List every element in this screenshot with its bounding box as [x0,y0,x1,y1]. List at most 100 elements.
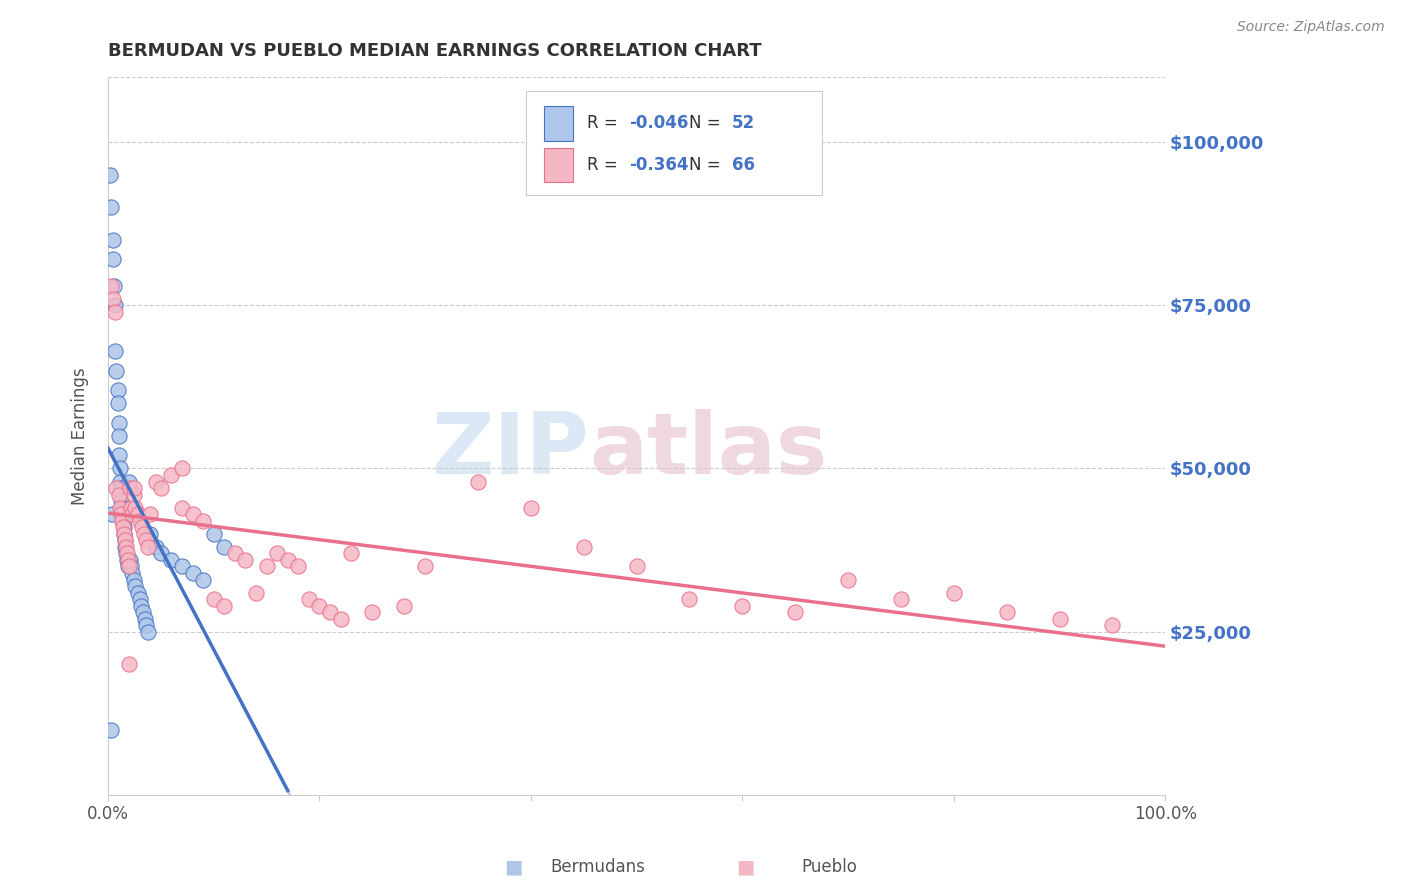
Point [134,612,156,626]
Point [124,487,146,501]
Text: BERMUDAN VS PUEBLO MEDIAN EARNINGS CORRELATION CHART: BERMUDAN VS PUEBLO MEDIAN EARNINGS CORRE… [108,42,762,60]
Point [181,566,204,580]
Point [132,526,155,541]
Point [120,559,142,574]
Point [214,599,236,613]
Point [108,461,131,475]
Point [129,599,152,613]
Point [145,475,167,489]
Point [121,566,143,580]
Text: ■: ■ [503,857,523,877]
Point [160,553,183,567]
Point [329,612,352,626]
Point [181,507,204,521]
Point [114,540,136,554]
Point [103,252,125,267]
Point [277,553,299,567]
Point [114,533,136,548]
Text: Pueblo: Pueblo [801,858,858,876]
Point [118,657,141,672]
Point [361,605,384,619]
Point [100,278,122,293]
Point [115,553,138,567]
Point [170,559,193,574]
Point [124,500,146,515]
Point [785,605,807,619]
Point [731,599,754,613]
Point [110,494,132,508]
Point [136,540,159,554]
Text: 52: 52 [731,114,755,132]
Y-axis label: Median Earnings: Median Earnings [72,367,89,505]
Text: R =: R = [586,156,623,174]
Text: 66: 66 [731,156,755,174]
Point [104,304,127,318]
Point [340,546,363,560]
Point [110,507,132,521]
Point [308,599,330,613]
Point [115,546,138,560]
Text: Bermudans: Bermudans [550,858,645,876]
Point [117,553,139,567]
Point [117,559,139,574]
Text: ZIP: ZIP [432,409,589,491]
Point [202,592,225,607]
Point [890,592,912,607]
Point [135,533,157,548]
Point [224,546,246,560]
Text: -0.364: -0.364 [630,156,689,174]
Point [170,461,193,475]
Point [101,507,124,521]
Point [107,416,129,430]
Point [111,500,134,515]
Point [995,605,1018,619]
Point [111,514,134,528]
Point [392,599,415,613]
Point [124,579,146,593]
Point [139,507,162,521]
Point [202,526,225,541]
Text: N =: N = [689,156,727,174]
Point [626,559,648,574]
Point [105,363,128,377]
Point [112,526,135,541]
Point [127,507,149,521]
Point [108,475,131,489]
Point [319,605,342,619]
Text: N =: N = [689,114,727,132]
Bar [544,148,574,182]
Point [191,514,214,528]
Point [105,481,128,495]
Point [214,540,236,554]
Text: Source: ZipAtlas.com: Source: ZipAtlas.com [1237,20,1385,34]
Point [114,533,136,548]
Point [128,514,150,528]
Point [107,383,129,397]
Point [149,546,172,560]
Point [107,487,129,501]
Point [136,624,159,639]
Text: atlas: atlas [589,409,827,491]
Point [191,573,214,587]
Text: ■: ■ [735,857,755,877]
Point [115,540,138,554]
Point [128,592,150,607]
Point [298,592,321,607]
Point [127,585,149,599]
Point [111,520,134,534]
Point [112,526,135,541]
Point [245,585,267,599]
Point [135,618,157,632]
Point [118,559,141,574]
Point [413,559,436,574]
Point [111,507,134,521]
Point [678,592,700,607]
Point [132,605,155,619]
Point [103,292,125,306]
Point [115,546,138,560]
Point [112,520,135,534]
Point [149,481,172,495]
Point [124,573,146,587]
Point [103,233,125,247]
Point [107,449,129,463]
